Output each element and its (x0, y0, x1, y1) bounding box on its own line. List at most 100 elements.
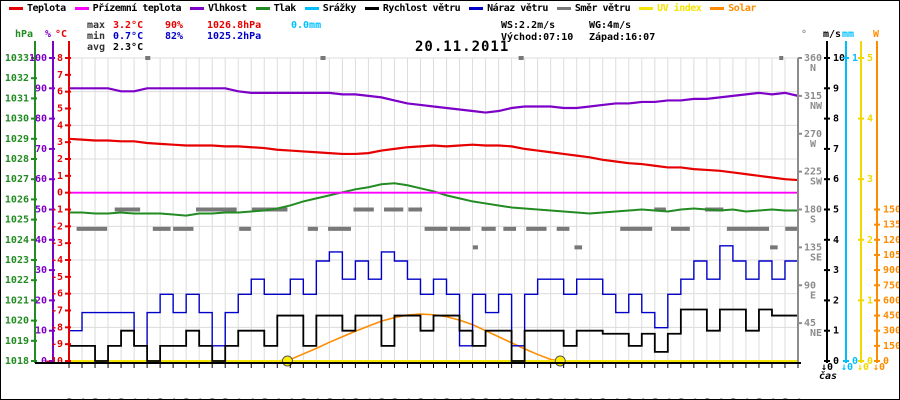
svg-text:10:50: 10:50 (391, 398, 401, 400)
legend-item-5: Rychlost větru (364, 3, 461, 14)
svg-text:21:25: 21:25 (716, 398, 726, 400)
svg-text:1350: 1350 (883, 220, 900, 231)
svg-text:15:05: 15:05 (521, 398, 531, 400)
stat-max-temp: 3.2°C (113, 20, 144, 31)
svg-text:15:30: 15:30 (534, 398, 544, 400)
stats-row-min: min 0.7°C 82% 1025.2hPa (87, 31, 321, 42)
svg-text:600: 600 (883, 295, 900, 306)
axis-pressure-axis: 1033 1032 1031 1030 1029 1028 1027 1026 1025 1024… (5, 29, 37, 367)
time-axis: 00:0000:2500:5001:1501:4002:0502:3503:00… (35, 362, 885, 400)
wind-stats-block: WS:2.2m/s WG:4m/s Východ:07:10 Západ:16:… (501, 20, 655, 44)
stat-max-label: max (87, 20, 106, 31)
svg-text:0: 0 (41, 356, 47, 367)
svg-text:21:50: 21:50 (729, 398, 739, 400)
svg-text:100: 100 (29, 53, 47, 64)
svg-text:3: 3 (833, 265, 839, 276)
svg-text:23:30: 23:30 (781, 398, 791, 400)
wind-gust-current: WG:4m/s (589, 20, 632, 31)
legend-item-1: Přízemní teplota (74, 3, 181, 14)
svg-text:1022: 1022 (5, 275, 29, 286)
svg-text:18:55: 18:55 (638, 398, 648, 400)
stats-block: max 3.2°C 90% 1026.8hPa 0.0mm min 0.7°C … (87, 20, 321, 53)
legend: Teplota Přízemní teplota Vlhkost Tlak Srážky… (9, 3, 756, 14)
svg-text:07:25: 07:25 (287, 398, 297, 400)
svg-text:0: 0 (852, 356, 858, 367)
series-wind-direction (76, 56, 797, 250)
legend-swatch (556, 7, 571, 10)
svg-text:-9: -9 (51, 339, 63, 350)
svg-text:16:00: 16:00 (547, 398, 557, 400)
svg-text:16:25: 16:25 (560, 398, 570, 400)
svg-text:N: N (810, 63, 816, 74)
svg-text:135: 135 (804, 242, 822, 253)
svg-text:300: 300 (883, 326, 900, 337)
legend-item-8: UV index (639, 3, 702, 14)
svg-text:5: 5 (57, 104, 63, 115)
sunrise-time: Východ:07:10 (501, 32, 574, 43)
svg-text:12:55: 12:55 (456, 398, 466, 400)
legend-label: Náraz větru (487, 3, 548, 14)
legend-item-7: Směr větru (556, 3, 631, 14)
svg-text:1029: 1029 (5, 134, 29, 145)
svg-text:m/s: m/s (823, 29, 841, 40)
svg-text:-4: -4 (51, 255, 63, 266)
svg-text:360: 360 (804, 53, 822, 64)
svg-text:1028: 1028 (5, 154, 29, 165)
svg-text:05:10: 05:10 (222, 398, 232, 400)
svg-text:čas: čas (819, 370, 837, 382)
svg-text:1032: 1032 (5, 73, 29, 84)
svg-text:270: 270 (804, 129, 822, 140)
legend-swatch (639, 7, 654, 10)
svg-text:16:50: 16:50 (573, 398, 583, 400)
svg-text:-2: -2 (51, 221, 63, 232)
svg-text:1033: 1033 (5, 53, 29, 64)
svg-text:7: 7 (833, 144, 839, 155)
series-tlak (69, 182, 798, 217)
legend-swatch (710, 7, 725, 10)
svg-text:01:15: 01:15 (105, 398, 115, 400)
svg-text:09:55: 09:55 (365, 398, 375, 400)
svg-text:-1: -1 (51, 205, 63, 216)
series-teplota (68, 137, 799, 182)
svg-text:1: 1 (833, 326, 839, 337)
svg-text:18:30: 18:30 (625, 398, 635, 400)
svg-text:1030: 1030 (5, 114, 29, 125)
wind-speed-current: WS:2.2m/s (501, 20, 556, 31)
svg-text:W: W (873, 29, 880, 40)
svg-text:E: E (810, 290, 816, 301)
svg-text:0: 0 (867, 356, 873, 367)
legend-label: Srážky (322, 3, 357, 14)
svg-text:-7: -7 (51, 306, 63, 317)
legend-label: Solar (728, 3, 756, 14)
svg-text:70: 70 (35, 144, 47, 155)
svg-text:1024: 1024 (5, 235, 29, 246)
svg-text:06:30: 06:30 (261, 398, 271, 400)
stat-max-pressure: 1026.8hPa (207, 20, 262, 31)
svg-text:225: 225 (804, 167, 822, 178)
svg-text:13:20: 13:20 (469, 398, 479, 400)
svg-text:↓0: ↓0 (873, 362, 885, 373)
svg-text:mm: mm (842, 29, 854, 40)
svg-text:00:00: 00:00 (66, 398, 76, 400)
svg-text:NE: NE (810, 328, 822, 339)
svg-text:17:40: 17:40 (599, 398, 609, 400)
svg-text:S: S (810, 215, 816, 226)
svg-text:08:15: 08:15 (313, 398, 323, 400)
stat-avg-label: avg (87, 42, 106, 53)
svg-text:6: 6 (57, 87, 63, 98)
svg-text:0: 0 (57, 188, 63, 199)
svg-text:hPa: hPa (15, 29, 33, 40)
stats-row-avg: avg 2.3°C (87, 42, 321, 53)
svg-text:12:05: 12:05 (430, 398, 440, 400)
svg-text:1020: 1020 (5, 316, 29, 327)
legend-swatch (74, 7, 89, 10)
svg-text:09:30: 09:30 (352, 398, 362, 400)
legend-label: Rychlost větru (382, 3, 461, 14)
svg-text:1031: 1031 (5, 93, 29, 104)
svg-text:900: 900 (883, 265, 900, 276)
legend-swatch (189, 7, 204, 10)
svg-text:60: 60 (35, 174, 47, 185)
svg-text:1023: 1023 (5, 255, 29, 266)
